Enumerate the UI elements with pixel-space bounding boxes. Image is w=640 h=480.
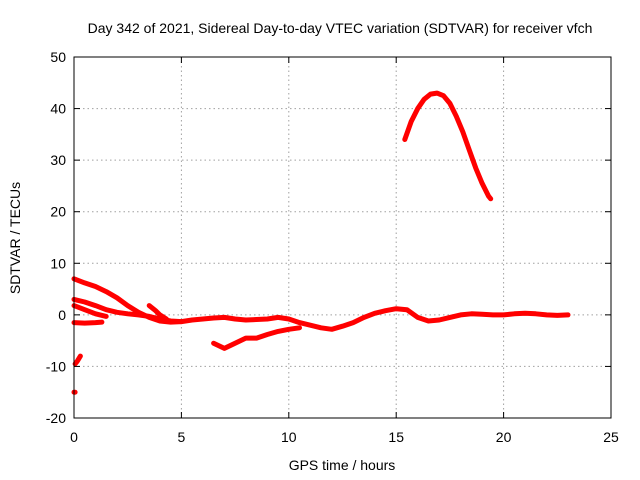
y-axis-label: SDTVAR / TECUs — [7, 182, 23, 294]
x-tick-label: 5 — [178, 429, 186, 445]
y-tick-label: 0 — [58, 307, 66, 323]
x-tick-label: 15 — [388, 429, 404, 445]
y-tick-label: -20 — [46, 410, 66, 426]
x-axis-label: GPS time / hours — [289, 457, 396, 473]
series-group — [71, 90, 571, 395]
series-track-e — [146, 303, 169, 322]
x-tick-label: 20 — [496, 429, 512, 445]
y-tick-label: 30 — [50, 152, 66, 168]
series-track-h — [72, 353, 83, 367]
x-tick-label: 10 — [281, 429, 297, 445]
series-track-f — [211, 325, 302, 351]
series-track-g — [402, 90, 494, 202]
y-tick-label: -10 — [46, 358, 66, 374]
y-tick-label: 50 — [50, 49, 66, 65]
x-tick-label: 0 — [70, 429, 78, 445]
x-tick-label: 25 — [603, 429, 619, 445]
series-track-c — [71, 303, 109, 319]
y-tick-label: 10 — [50, 255, 66, 271]
axis-ticks: 0 5 10 15 20 25 -20 -10 0 10 20 30 40 50 — [46, 49, 619, 445]
series-track-b — [71, 296, 571, 332]
series-track-d — [71, 319, 105, 326]
y-tick-label: 40 — [50, 101, 66, 117]
y-tick-label: 20 — [50, 204, 66, 220]
chart-title: Day 342 of 2021, Sidereal Day-to-day VTE… — [88, 20, 593, 36]
grid — [74, 57, 611, 418]
plot-frame — [73, 56, 612, 419]
